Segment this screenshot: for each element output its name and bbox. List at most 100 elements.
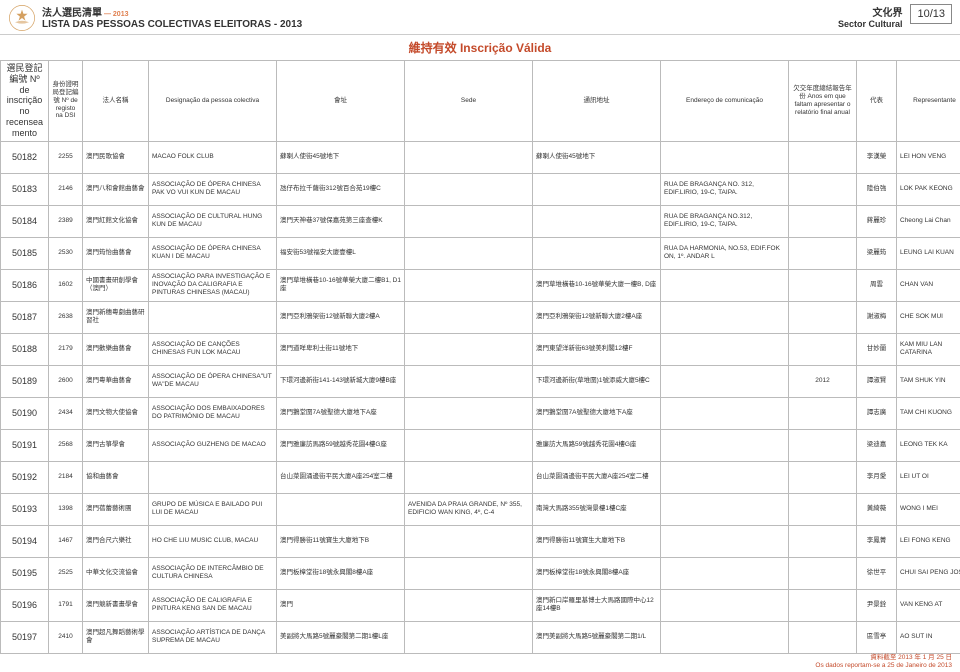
col-header-venue: 會址 — [277, 61, 405, 142]
cell-years — [789, 237, 857, 269]
cell-rep-cn: 謝淑梅 — [857, 301, 897, 333]
cell-years — [789, 589, 857, 621]
cell-years — [789, 461, 857, 493]
cell-sede — [405, 173, 533, 205]
cell-venue: 蘇喇人使街45號地下 — [277, 141, 405, 173]
cell-dsi: 2184 — [49, 461, 83, 493]
col-header-years: 欠交年度總結報告年份 Anos em que faltam apresentar… — [789, 61, 857, 142]
table-row: 501961791澳門競新書畫學會ASSOCIAÇÃO DE CALIGRAFI… — [1, 589, 960, 621]
cell-venue: 美副將大馬路5號麗豪閣第二期1樓L座 — [277, 621, 405, 653]
cell-name-pt: ASSOCIAÇÃO DE CALIGRAFIA E PINTURA KENG … — [149, 589, 277, 621]
cell-addr-cn: 澳門東望洋新街63號美利閣12樓F — [533, 333, 661, 365]
cell-name-cn: 中國書畫研創學會（澳門） — [83, 269, 149, 301]
cell-name-cn: 澳門筠怡曲藝會 — [83, 237, 149, 269]
sector-cn: 文化界 — [838, 4, 903, 19]
table-row: 501892600澳門粵華曲藝會ASSOCIAÇÃO DE ÓPERA CHIN… — [1, 365, 960, 397]
cell-rep-cn: 徐世平 — [857, 557, 897, 589]
cell-addr-pt — [661, 269, 789, 301]
cell-name-cn: 澳門八和會館曲藝會 — [83, 173, 149, 205]
cell-rep-cn: 甘妙蘭 — [857, 333, 897, 365]
footer-line2: Os dados reportam-se a 25 de Janeiro de … — [815, 662, 952, 670]
cell-name-cn: 澳門粵華曲藝會 — [83, 365, 149, 397]
macau-emblem-icon — [8, 4, 36, 32]
cell-addr-cn: 南灣大馬路355號灣景樓1樓C座 — [533, 493, 661, 525]
cell-addr-cn: 澳門亞利鴉架街12號新聯大廈2樓A座 — [533, 301, 661, 333]
table-row: 501902434澳門文物大使協會ASSOCIAÇÃO DOS EMBAIXAD… — [1, 397, 960, 429]
cell-name-cn: 中華文化交流協會 — [83, 557, 149, 589]
title-line-cn: 法人選民清單 — 2013 — [42, 4, 838, 19]
cell-sede — [405, 557, 533, 589]
cell-years — [789, 621, 857, 653]
cell-dsi: 2434 — [49, 397, 83, 429]
cell-num: 50191 — [1, 429, 49, 461]
cell-num: 50186 — [1, 269, 49, 301]
cell-sede — [405, 365, 533, 397]
cell-num: 50184 — [1, 205, 49, 237]
cell-name-cn: 澳門紅館文化協會 — [83, 205, 149, 237]
cell-addr-pt — [661, 365, 789, 397]
cell-addr-cn — [533, 205, 661, 237]
cell-num: 50190 — [1, 397, 49, 429]
cell-years — [789, 173, 857, 205]
cell-addr-cn: 澳門新口岸羅里基博士大馬路國際中心12座14樓B — [533, 589, 661, 621]
col-header-rep-cn: 代表 — [857, 61, 897, 142]
cell-rep-pt: LEI HON VENG — [897, 141, 960, 173]
cell-num: 50196 — [1, 589, 49, 621]
cell-years — [789, 301, 857, 333]
page-number: 10/13 — [910, 4, 952, 24]
cell-years — [789, 141, 857, 173]
title-sep: — — [104, 11, 111, 18]
cell-venue: 澳門板樟堂街18號永興閣8樓A座 — [277, 557, 405, 589]
cell-num: 50189 — [1, 365, 49, 397]
cell-sede — [405, 397, 533, 429]
cell-venue: 氹仔布拉千薩街312號百合苑19樓C — [277, 173, 405, 205]
cell-sede — [405, 589, 533, 621]
footer: 資料截至 2013 年 1 月 25 日 Os dados reportam-s… — [815, 654, 952, 670]
cell-name-cn: 澳門古箏學會 — [83, 429, 149, 461]
cell-dsi: 2568 — [49, 429, 83, 461]
cell-name-cn: 澳門超凡舞蹈藝術學會 — [83, 621, 149, 653]
cell-dsi: 1791 — [49, 589, 83, 621]
title-year: 2013 — [113, 11, 129, 18]
cell-rep-cn: 譚志廣 — [857, 397, 897, 429]
cell-name-cn: 澳門文物大使協會 — [83, 397, 149, 429]
cell-rep-pt: VAN KENG AT — [897, 589, 960, 621]
cell-venue — [277, 493, 405, 525]
col-header-sede: Sede — [405, 61, 533, 142]
footer-line1: 資料截至 2013 年 1 月 25 日 — [815, 654, 952, 662]
cell-name-cn: 澳門歡樂曲藝會 — [83, 333, 149, 365]
cell-sede — [405, 237, 533, 269]
cell-name-cn: 澳門蓓蕾藝術團 — [83, 493, 149, 525]
col-header-num: 選民登記編號 Nº de inscrição no recenseamento — [1, 61, 49, 142]
cell-addr-pt — [661, 333, 789, 365]
cell-rep-cn: 蔣麗珍 — [857, 205, 897, 237]
cell-venue: 澳門雅廉訪馬路59號越秀花園4樓G座 — [277, 429, 405, 461]
voter-table: 選民登記編號 Nº de inscrição no recenseamento … — [0, 60, 960, 654]
cell-rep-pt: KAM MIU LAN CATARINA — [897, 333, 960, 365]
cell-addr-cn: 台山菜園涌邊街平民大廈A座254室二樓 — [533, 461, 661, 493]
cell-addr-cn: 蘇喇人使街45號地下 — [533, 141, 661, 173]
cell-rep-pt: AO SUT IN — [897, 621, 960, 653]
cell-num: 50188 — [1, 333, 49, 365]
cell-sede: AVENIDA DA PRAIA GRANDE, Nº 355, EDIFICI… — [405, 493, 533, 525]
cell-name-pt: ASSOCIAÇÃO PARA INVESTIGAÇÃO E INOVAÇÃO … — [149, 269, 277, 301]
cell-rep-pt: CHAN VAN — [897, 269, 960, 301]
col-header-name-cn: 法人名稱 — [83, 61, 149, 142]
cell-num: 50187 — [1, 301, 49, 333]
cell-name-pt: ASSOCIAÇÃO DE INTERCÂMBIO DE CULTURA CHI… — [149, 557, 277, 589]
cell-dsi: 2389 — [49, 205, 83, 237]
cell-venue: 台山菜園涌邊街平民大廈A座254室二樓 — [277, 461, 405, 493]
cell-years — [789, 205, 857, 237]
table-row: 501912568澳門古箏學會ASSOCIAÇÃO GUZHENG DE MAC… — [1, 429, 960, 461]
cell-rep-pt: Cheong Lai Chan — [897, 205, 960, 237]
cell-rep-pt: LEONG TEK KA — [897, 429, 960, 461]
cell-addr-cn: 雅廉訪大馬路59號越秀花園4樓G座 — [533, 429, 661, 461]
cell-num: 50183 — [1, 173, 49, 205]
title-pt: LISTA DAS PESSOAS COLECTIVAS ELEITORAS -… — [42, 19, 838, 30]
cell-dsi: 1467 — [49, 525, 83, 557]
col-header-addr-pt: Endereço de comunicação — [661, 61, 789, 142]
cell-years — [789, 397, 857, 429]
cell-rep-cn: 李鳳菁 — [857, 525, 897, 557]
cell-sede — [405, 269, 533, 301]
cell-name-pt: ASSOCIAÇÃO DE CANÇÕES CHINESAS FUN LOK M… — [149, 333, 277, 365]
